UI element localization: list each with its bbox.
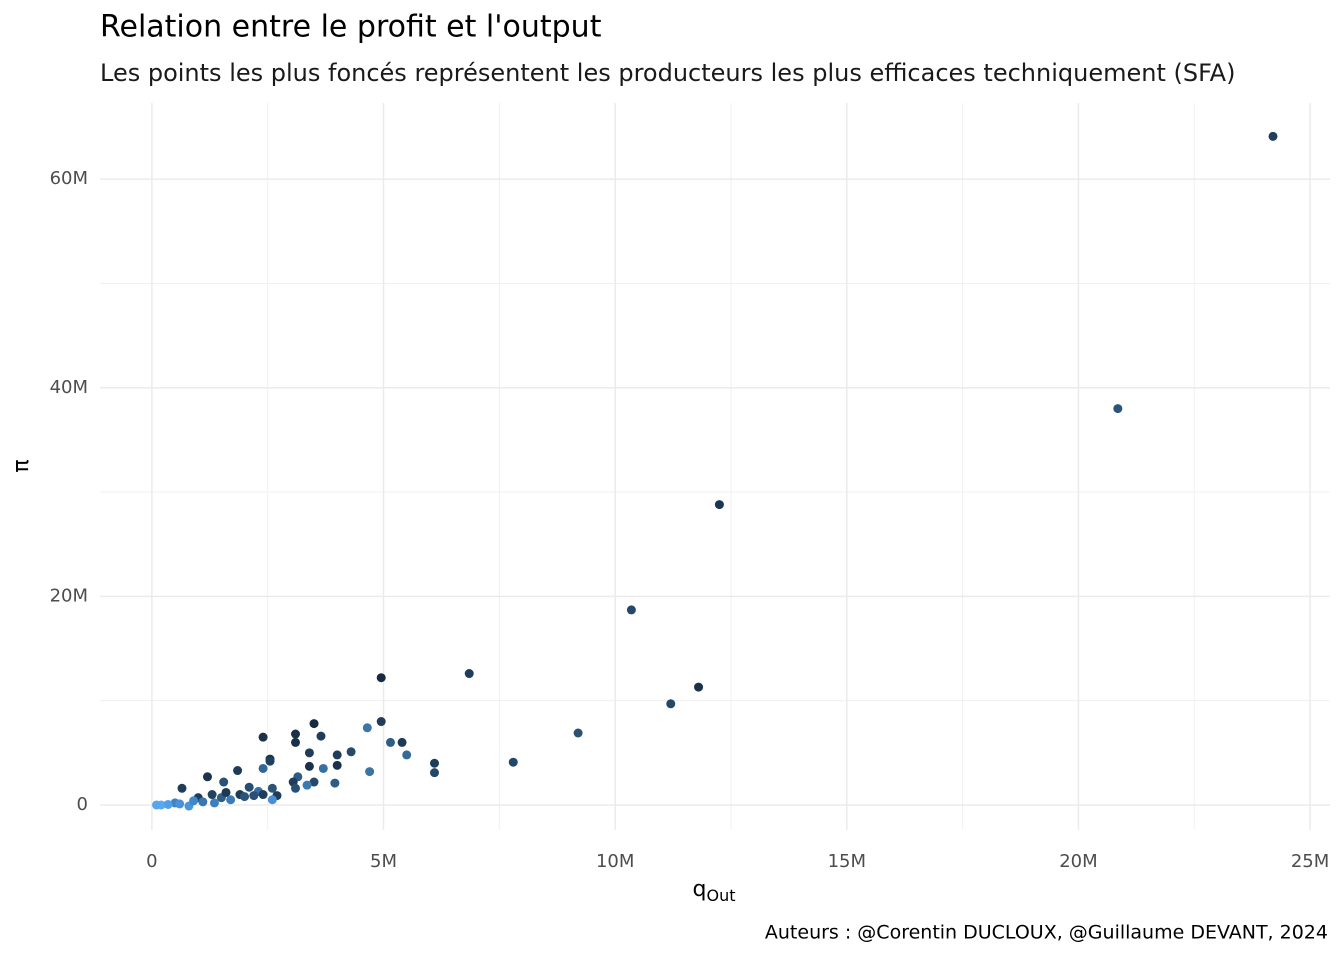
point (291, 783, 301, 793)
point (152, 800, 162, 810)
x-tick-label: 0 (146, 851, 157, 872)
point (309, 719, 319, 729)
point (198, 797, 208, 807)
point (207, 790, 217, 800)
point (219, 777, 229, 787)
point (226, 795, 236, 805)
caption: Auteurs : @Corentin DUCLOUX, @Guillaume … (765, 922, 1328, 944)
point (304, 748, 314, 758)
point (267, 783, 277, 793)
point (318, 763, 328, 773)
point (508, 757, 518, 767)
point (1268, 131, 1278, 141)
point (429, 758, 439, 768)
grid (100, 103, 1330, 830)
point (362, 723, 372, 733)
point (330, 778, 340, 788)
point (175, 799, 185, 809)
x-tick-label: 25M (1291, 851, 1329, 872)
point (265, 756, 275, 766)
y-tick-label: 0 (77, 794, 88, 815)
x-tick-label: 15M (828, 851, 866, 872)
point (464, 669, 474, 679)
point (302, 780, 312, 790)
point (694, 682, 704, 692)
x-axis-label: qOut (693, 877, 736, 905)
point (573, 728, 583, 738)
point (385, 737, 395, 747)
y-tick-label: 40M (50, 377, 88, 398)
point (177, 783, 187, 793)
points (152, 131, 1278, 811)
point (291, 729, 301, 739)
point (376, 673, 386, 683)
point (714, 500, 724, 510)
point (249, 791, 259, 801)
point (1113, 404, 1123, 414)
point (221, 787, 231, 797)
point (291, 737, 301, 747)
point (209, 798, 219, 808)
point (429, 768, 439, 778)
point (332, 760, 342, 770)
x-tick-label: 20M (1059, 851, 1097, 872)
point (240, 792, 250, 802)
point (189, 796, 199, 806)
point (267, 795, 277, 805)
point (346, 747, 356, 757)
point (332, 750, 342, 760)
point (258, 763, 268, 773)
x-tick-label: 5M (370, 851, 397, 872)
point (666, 699, 676, 709)
point (397, 737, 407, 747)
point (316, 731, 326, 741)
x-label-main: q (693, 877, 707, 902)
point (304, 761, 314, 771)
chart-subtitle: Les points les plus foncés représentent … (100, 59, 1235, 87)
point (376, 717, 386, 727)
point (365, 767, 375, 777)
point (626, 605, 636, 615)
point (258, 732, 268, 742)
y-axis-label: π (9, 459, 34, 472)
point (202, 772, 212, 782)
point (258, 790, 268, 800)
y-tick-label: 60M (50, 168, 88, 189)
point (402, 750, 412, 760)
point (309, 777, 319, 787)
point (233, 766, 243, 776)
point (244, 782, 254, 792)
point (163, 799, 173, 809)
y-tick-label: 20M (50, 585, 88, 606)
x-label-sub: Out (706, 886, 735, 905)
x-tick-label: 10M (596, 851, 634, 872)
chart-title: Relation entre le profit et l'output (100, 10, 602, 45)
